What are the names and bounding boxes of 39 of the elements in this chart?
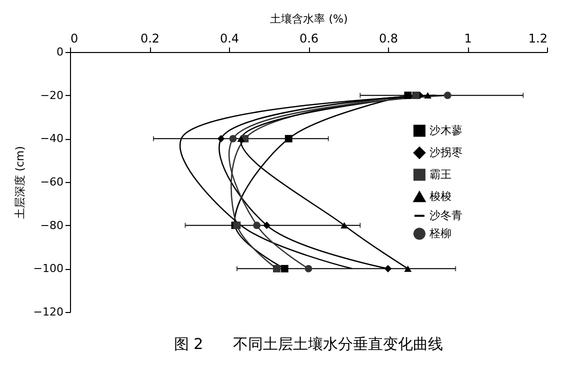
x-tick-label: 0.4 [220,32,240,46]
point [424,92,432,99]
y-tick-label: −100 [33,262,64,276]
point [444,92,452,100]
x-tick-label: 0.8 [378,32,398,46]
point [280,264,288,272]
point [263,222,270,230]
y-tick-label: 0 [56,46,64,58]
legend-label: 沙拐枣 [429,146,462,159]
point [340,222,348,229]
point [284,134,292,142]
text: 图 2 不同土层土壤水分垂直变化曲线 [174,335,444,353]
x-tick-label: 1 [464,32,472,46]
point [217,134,225,142]
point [304,264,312,272]
y-tick-label: −20 [40,88,64,102]
y-tick-label: −120 [33,306,64,318]
point [404,265,412,272]
point [237,135,245,142]
legend-label: 沙木蓼 [429,124,462,137]
y-tick-label: −80 [40,218,64,232]
legend-label: 柽柳 [428,226,452,240]
point [253,222,261,230]
x-tick-label: 0.2 [140,32,160,46]
x-axis-title: 土壤含水率 (%) [270,12,348,26]
legend-label: 沙冬青 [429,208,462,222]
x-tick-label: 1.2 [528,32,548,46]
y-axis-title: 土层深度 (cm) [13,146,26,219]
point [272,264,280,272]
point [412,92,420,100]
point [404,92,412,100]
x-tick-label: 0 [70,32,78,46]
y-tick-label: −60 [40,176,64,188]
legend-label: 梭梭 [429,190,452,203]
point [229,134,237,142]
point [384,264,392,272]
legend-label: 霸王 [429,168,452,181]
y-tick-label: −40 [40,132,64,146]
x-tick-label: 0.6 [299,32,319,46]
